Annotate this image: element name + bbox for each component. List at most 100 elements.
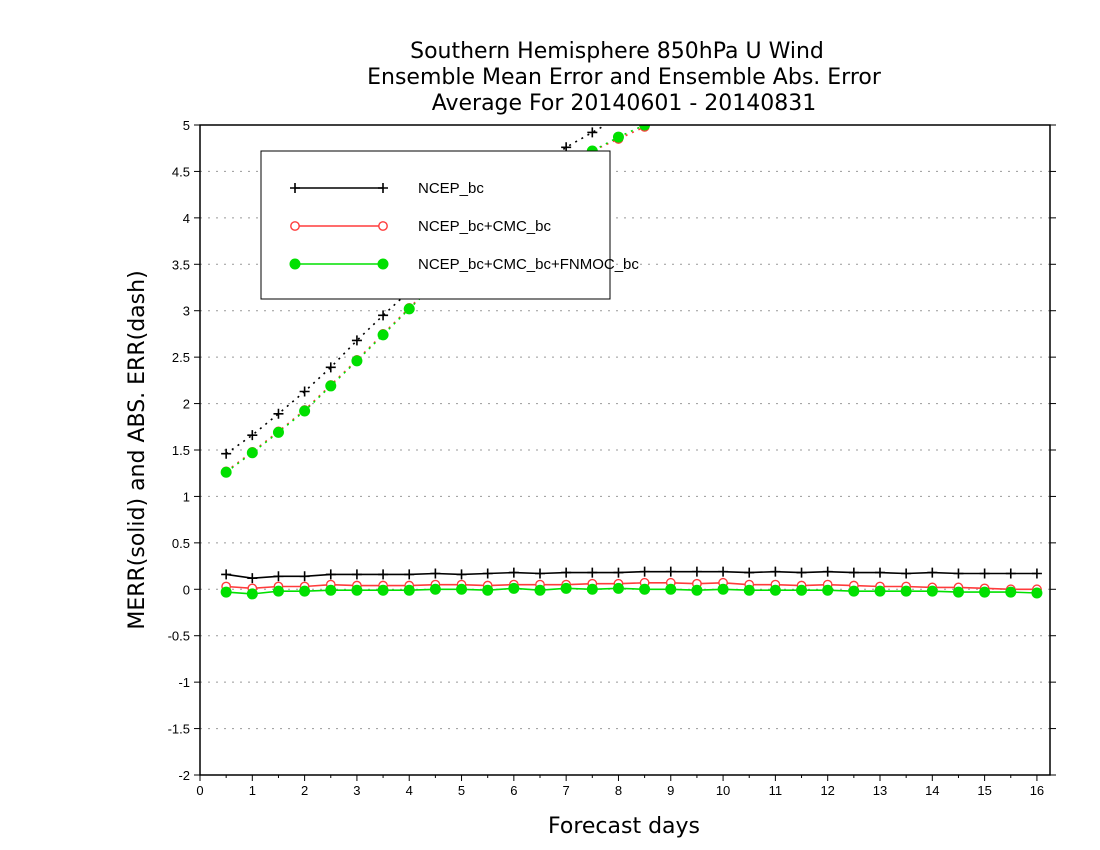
abs-err-point (299, 386, 310, 397)
legend-item: NCEP_bc (290, 180, 484, 197)
merr-point (430, 568, 441, 579)
abs-err-point (272, 426, 284, 438)
x-tick-label: 14 (925, 783, 939, 798)
abs-err-point (273, 408, 284, 419)
x-tick-label: 11 (769, 783, 783, 798)
merr-point (456, 583, 468, 595)
merr-point (299, 585, 311, 597)
merr-point (299, 571, 310, 582)
y-axis: -2 -1.5 -1 -0.5 0 0.5 1 1.5 2 2.5 3 3.5 4 4.5 5 (168, 118, 1056, 783)
merr-point (822, 566, 833, 577)
merr-point (482, 568, 493, 579)
merr-point (639, 566, 650, 577)
merr-point (718, 566, 729, 577)
x-tick-label: 1 (249, 783, 256, 798)
merr-point (743, 584, 755, 596)
merr-point (717, 583, 729, 595)
y-tick-label: -1 (178, 675, 190, 690)
chart-title-line-2: Ensemble Mean Error and Ensemble Abs. Er… (367, 65, 882, 90)
merr-line (226, 587, 1037, 595)
merr-point (220, 586, 232, 598)
legend-marker-start (290, 221, 300, 231)
merr-point (403, 584, 415, 596)
legend-label: NCEP_bc+CMC_bc+FNMOC_bc (418, 256, 639, 273)
y-tick-label: 1 (183, 489, 190, 504)
abs-err-point (325, 362, 336, 373)
y-tick-label: 2 (183, 397, 190, 412)
abs-err-point (378, 310, 389, 321)
merr-point (534, 584, 546, 596)
abs-err-point (587, 127, 598, 138)
merr-point (874, 585, 886, 597)
abs-err-point (221, 448, 232, 459)
y-tick-label: 5 (183, 118, 190, 133)
legend-marker-start (289, 258, 301, 270)
merr-point (560, 582, 572, 594)
merr-point (1005, 568, 1016, 579)
merr-point (1005, 586, 1017, 598)
abs-err-point (299, 405, 311, 417)
y-tick-label: 3.5 (172, 257, 190, 272)
chart-title: Southern Hemisphere 850hPa U Wind Ensemb… (367, 39, 882, 116)
merr-point (848, 585, 860, 597)
merr-point (613, 567, 624, 578)
abs-err-point (246, 447, 258, 459)
y-axis-label: MERR(solid) and ABS. ERR(dash) (125, 270, 150, 629)
merr-point (770, 566, 781, 577)
x-tick-label: 9 (667, 783, 674, 798)
y-tick-label: 0.5 (172, 536, 190, 551)
x-tick-label: 16 (1030, 783, 1044, 798)
merr-point (508, 582, 520, 594)
merr-point (535, 568, 545, 579)
legend-marker-start (290, 183, 300, 193)
merr-point (901, 568, 912, 579)
legend-marker-end (377, 258, 389, 270)
x-axis: 0 1 2 3 4 5 6 7 8 9 10 11 12 13 14 15 16 (196, 775, 1044, 798)
legend-marker-end (378, 221, 388, 231)
merr-point (272, 585, 284, 597)
merr-point (378, 569, 389, 580)
y-tick-label: 4.5 (172, 164, 190, 179)
merr-point (796, 567, 807, 578)
abs-err-point (247, 430, 258, 441)
merr-point (769, 584, 781, 596)
chart-title-line-1: Southern Hemisphere 850hPa U Wind (410, 39, 824, 64)
merr-point (508, 567, 519, 578)
legend-label: NCEP_bc+CMC_bc (418, 218, 551, 235)
merr-point (927, 567, 938, 578)
y-tick-label: 1.5 (172, 443, 190, 458)
merr-point (979, 568, 990, 579)
legend-label: NCEP_bc (418, 180, 484, 197)
y-tick-label: 3 (183, 304, 190, 319)
merr-point (482, 584, 494, 596)
x-tick-label: 12 (820, 783, 834, 798)
merr-point (247, 573, 258, 584)
x-tick-label: 2 (301, 783, 308, 798)
merr-point (246, 588, 258, 600)
merr-point (900, 585, 912, 597)
merr-point (848, 567, 859, 578)
legend: NCEP_bc NCEP_bc+CMC_bc NCEP_bc+CMC_bc+FNMO… (260, 150, 639, 300)
merr-line (226, 570, 1037, 579)
x-tick-label: 3 (353, 783, 360, 798)
merr-point (561, 567, 572, 578)
merr-point (586, 583, 598, 595)
y-tick-label: 0 (183, 582, 190, 597)
legend-item: NCEP_bc+CMC_bc+FNMOC_bc (289, 256, 639, 273)
abs-err-point (351, 335, 362, 346)
x-tick-label: 0 (196, 783, 203, 798)
abs-err-point (639, 125, 651, 131)
merr-point (665, 583, 677, 595)
merr-point (456, 569, 467, 580)
x-tick-label: 8 (615, 783, 622, 798)
merr-point (744, 567, 755, 578)
merr-point (665, 566, 676, 577)
abs-err-point (403, 303, 415, 315)
x-tick-label: 10 (716, 783, 730, 798)
merr-point (952, 586, 964, 598)
y-tick-label: 4 (183, 211, 190, 226)
merr-point (429, 583, 441, 595)
merr-point (639, 583, 651, 595)
